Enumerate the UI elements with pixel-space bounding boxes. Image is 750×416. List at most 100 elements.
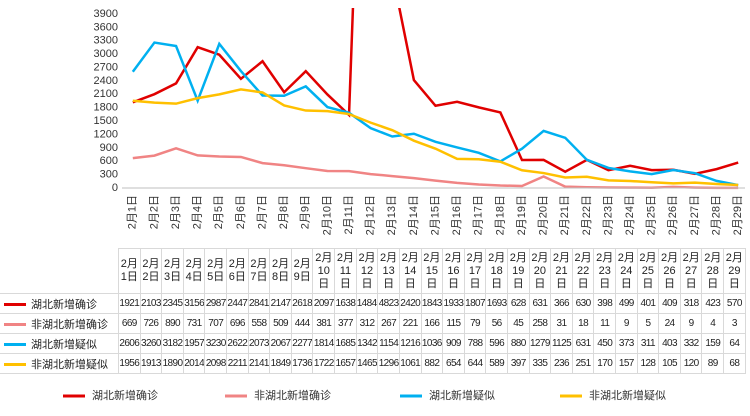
table-cell: 2447: [226, 293, 249, 314]
table-cell: 707: [204, 313, 228, 334]
x-tick-label: 2月11日: [343, 195, 355, 235]
table-header-cell: 2月9日: [290, 248, 314, 294]
table-header-cell: 2月14日: [398, 248, 422, 294]
table-header-cell: 2月27日: [679, 248, 703, 294]
table-cell: 1913: [139, 353, 163, 374]
table-header-cell: 2月26日: [658, 248, 681, 294]
table-cell: 9: [615, 313, 638, 334]
table-header-cell: 2月1日: [118, 248, 141, 294]
x-tick-label: 2月26日: [667, 195, 679, 235]
table-header-cell: 2月12日: [355, 248, 379, 294]
x-tick-label: 2月3日: [170, 195, 182, 229]
table-row: 湖北新增确诊 1921 2103 2345 3156 2987 2447 2841 2147 26…: [0, 293, 746, 314]
table-cell: 377: [334, 313, 357, 334]
legend-swatch: [4, 363, 26, 367]
table-cell: 18: [571, 313, 595, 334]
y-tick-label: 300: [100, 169, 118, 181]
table-cell: 1216: [398, 333, 422, 354]
x-tick-label: 2月28日: [710, 195, 722, 235]
table-cell: 373: [615, 333, 638, 354]
table-cell: 880: [506, 333, 530, 354]
table-header-cell: 2月19日: [506, 248, 530, 294]
table-header-cell: 2月17日: [463, 248, 487, 294]
plot-area: [131, 8, 739, 190]
y-tick-label: 600: [100, 155, 118, 167]
table-cell: 444: [290, 313, 314, 334]
table-cell: 3182: [161, 333, 184, 354]
x-tick-label: 2月27日: [689, 195, 701, 235]
table-cell: 2420: [398, 293, 422, 314]
table-cell: 1279: [528, 333, 552, 354]
series-name: 湖北新增疑似: [31, 338, 97, 351]
y-tick-label: 1800: [94, 102, 118, 114]
y-tick-label: 1200: [94, 128, 118, 140]
table-row: 湖北新增疑似 2606 3260 3182 1957 3230 2622 2073 2067 22…: [0, 333, 746, 354]
table-cell: 366: [550, 293, 573, 314]
table-cell: 1342: [355, 333, 379, 354]
y-tick-label: 900: [100, 142, 118, 154]
table-cell: 1956: [118, 353, 141, 374]
table-cell: 654: [442, 353, 465, 374]
x-tick-label: 2月19日: [516, 195, 528, 235]
table-row-header: 湖北新增确诊: [0, 293, 119, 314]
table-header-cell: 2月8日: [269, 248, 292, 294]
table-cell: 669: [118, 313, 141, 334]
x-tick-label: 2月13日: [386, 195, 398, 235]
table-cell: 409: [658, 293, 681, 314]
table-cell: 2345: [161, 293, 184, 314]
table-cell: 509: [269, 313, 292, 334]
table-cell: 381: [312, 313, 336, 334]
table-cell: 644: [463, 353, 487, 374]
table-cell: 89: [701, 353, 725, 374]
table-header-cell: 2月18日: [485, 248, 508, 294]
table-cell: 258: [528, 313, 552, 334]
table-header-cell: 2月22日: [571, 248, 595, 294]
x-tick-label: 2月29日: [732, 195, 744, 235]
table-cell: 1843: [420, 293, 444, 314]
data-table: 2月1日 2月2日 2月3日 2月4日 2月5日 2月6日 2月7日 2月8日 2月9日 2月10…: [0, 248, 746, 374]
table-cell: 56: [485, 313, 508, 334]
table-cell: 105: [658, 353, 681, 374]
table-cell: 731: [182, 313, 206, 334]
table-header-row: 2月1日 2月2日 2月3日 2月4日 2月5日 2月6日 2月7日 2月8日 2月9日 2月10…: [0, 248, 746, 294]
y-tick-label: 2400: [94, 75, 118, 87]
x-tick-label: 2月20日: [538, 195, 550, 235]
table-cell: 3: [723, 313, 746, 334]
table-cell: 159: [701, 333, 725, 354]
x-tick-label: 2月1日: [127, 195, 139, 229]
table-row-header: 湖北新增疑似: [0, 333, 119, 354]
x-tick-label: 2月4日: [192, 195, 204, 229]
table-cell: 9: [679, 313, 703, 334]
table-cell: 589: [485, 353, 508, 374]
table-cell: 499: [615, 293, 638, 314]
table-cell: 3230: [204, 333, 228, 354]
table-cell: 596: [485, 333, 508, 354]
table-header-cell: 2月23日: [593, 248, 617, 294]
table-cell: 120: [679, 353, 703, 374]
table-cell: 1296: [377, 353, 400, 374]
y-tick-label: 2700: [94, 61, 118, 73]
table-cell: 2097: [312, 293, 336, 314]
table-cell: 1638: [334, 293, 357, 314]
x-tick-label: 2月16日: [451, 195, 463, 235]
table-cell: 2618: [290, 293, 314, 314]
x-tick-label: 2月15日: [429, 195, 441, 235]
x-tick-label: 2月22日: [581, 195, 593, 235]
table-cell: 726: [139, 313, 163, 334]
table-cell: 788: [463, 333, 487, 354]
series-line: [132, 88, 739, 187]
table-cell: 1736: [290, 353, 314, 374]
table-cell: 45: [506, 313, 530, 334]
table-cell: 398: [593, 293, 617, 314]
table-cell: 68: [723, 353, 746, 374]
table-cell: 2147: [269, 293, 292, 314]
table-cell: 2841: [247, 293, 271, 314]
table-cell: 2277: [290, 333, 314, 354]
table-header-cell: 2月20日: [528, 248, 552, 294]
table-cell: 1685: [334, 333, 357, 354]
x-tick-label: 2月25日: [646, 195, 658, 235]
table-cell: 267: [377, 313, 400, 334]
x-tick-label: 2月21日: [559, 195, 571, 235]
table-corner: [0, 248, 119, 294]
